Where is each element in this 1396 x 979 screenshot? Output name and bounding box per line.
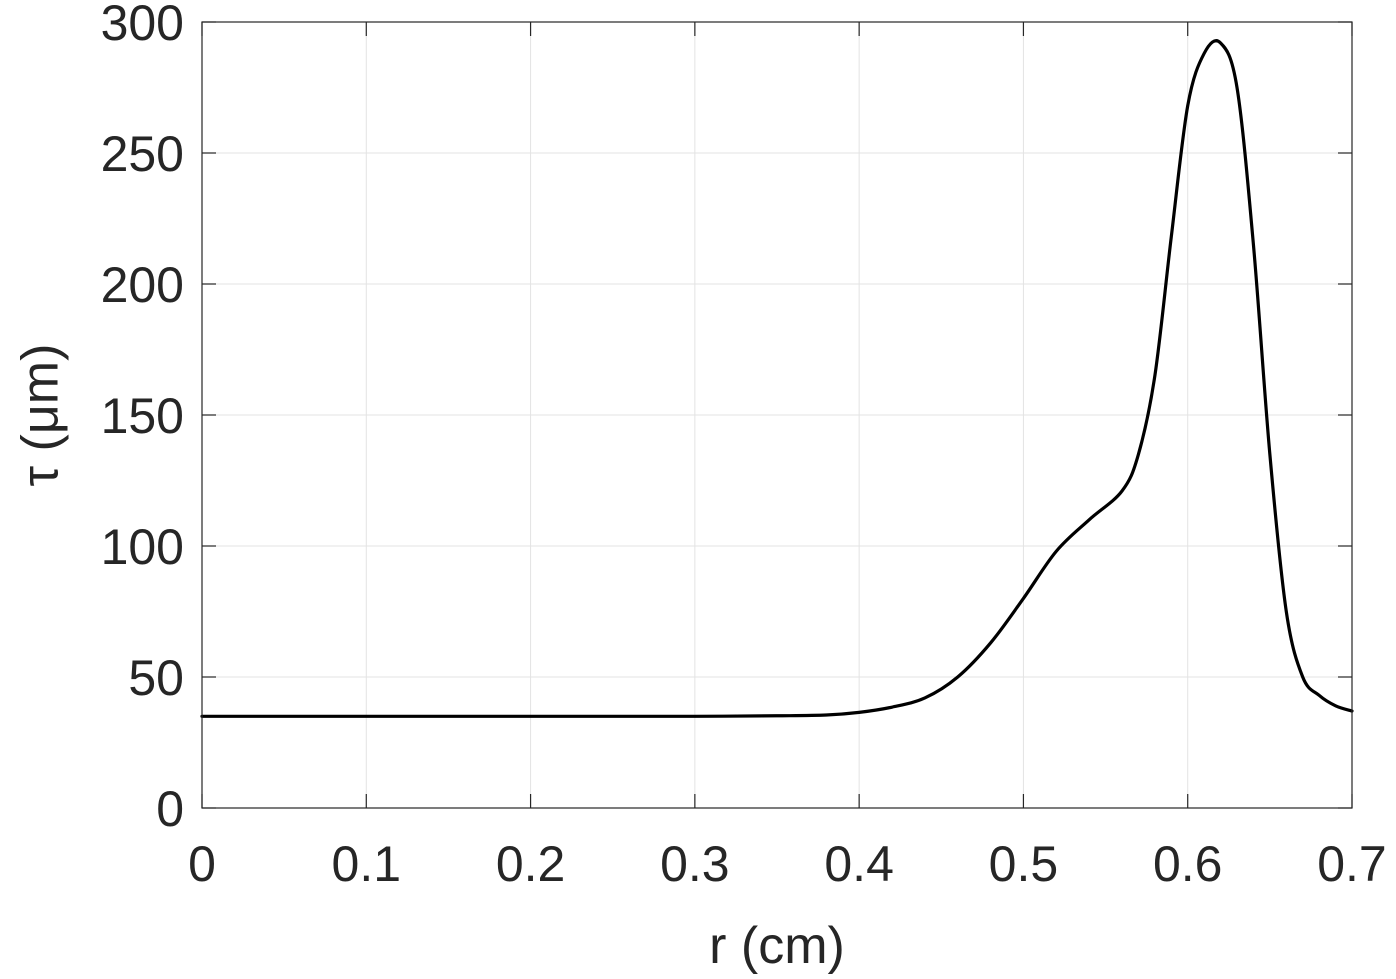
x-tick-label: 0.3 [660,836,730,892]
axes-box [201,21,1353,809]
y-tick-label: 300 [101,0,184,51]
y-tick-labels: 0 50 100 150 200 250 300 [101,0,184,837]
x-tick-label: 0.4 [824,836,894,892]
series-line-1 [200,39,1354,718]
x-axis-title: r (cm) [709,917,845,975]
x-tick-label: 0.2 [496,836,566,892]
y-tick-label: 250 [101,126,184,182]
x-tick-labels: 0 0.1 0.2 0.3 0.4 0.5 0.6 0.7 [188,836,1387,892]
x-tick-label: 0 [188,836,216,892]
x-tick-label: 0.1 [332,836,402,892]
grid [201,21,1353,809]
x-tick-label: 0.5 [989,836,1059,892]
series-layer [200,39,1354,718]
y-axis-title: τ (μm) [12,344,70,487]
y-tick-label: 150 [101,388,184,444]
x-tick-label: 0.7 [1317,836,1387,892]
y-tick-label: 100 [101,519,184,575]
y-tick-label: 50 [128,650,184,706]
x-tick-label: 0.6 [1153,836,1223,892]
y-tick-label: 200 [101,257,184,313]
y-tick-label: 0 [156,781,184,837]
